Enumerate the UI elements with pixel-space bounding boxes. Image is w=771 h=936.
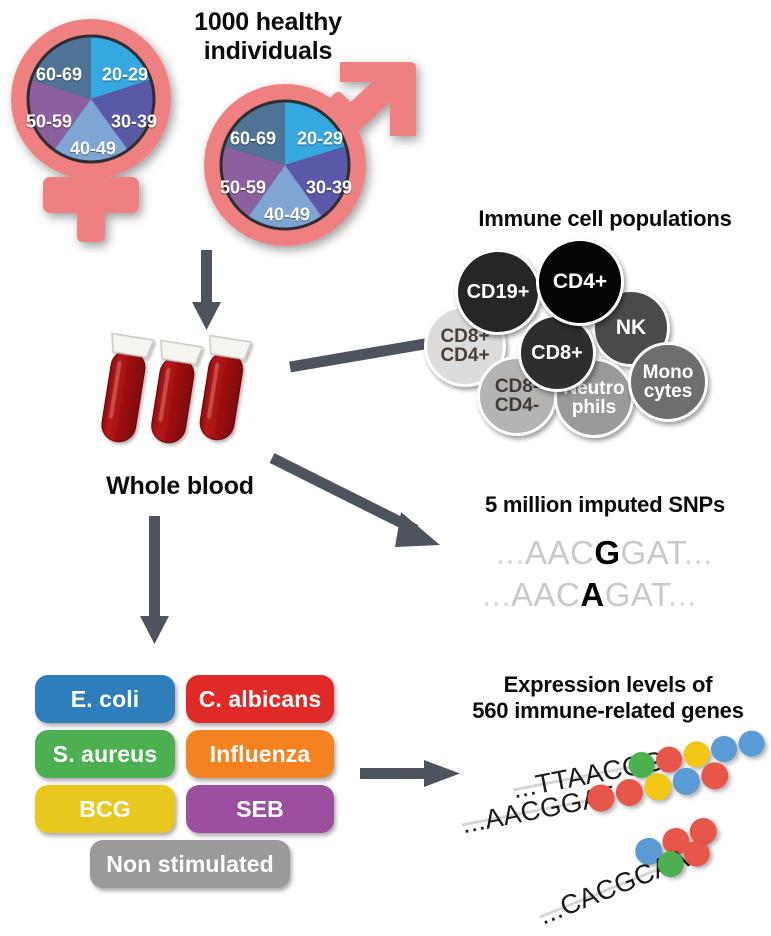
stimulus-non-stimulated[interactable]: Non stimulated (90, 840, 290, 888)
stimulus-s-aureus[interactable]: S. aureus (35, 730, 175, 778)
bubble-label: CD19+ (466, 280, 530, 303)
snp-suffix: ... (667, 576, 697, 613)
dna-bead (613, 776, 646, 809)
cohort-title: 1000 healthy individuals (194, 8, 342, 65)
stimulus-label: SEB (236, 795, 284, 822)
stimulus-influenza[interactable]: Influenza (186, 730, 334, 778)
blood-tubes (95, 330, 275, 455)
bubble-label: Mono cytes (642, 361, 694, 402)
stimulus-seb[interactable]: SEB (186, 785, 334, 833)
immune-bubble-cd4p[interactable]: CD4+ (536, 238, 624, 326)
snp-pre: AAC (511, 576, 581, 613)
dna-bead (670, 765, 703, 798)
male-symbol: 20-29 30-39 40-49 50-59 60-69 (198, 60, 423, 255)
snp-title: 5 million imputed SNPs (484, 492, 726, 517)
blood-tubes-svg (101, 332, 253, 444)
arrow-blood-to-snp (269, 453, 440, 547)
immune-bubble-nk[interactable]: NK (592, 289, 670, 367)
immune-bubble-neutrophils[interactable]: Neutro phils (554, 358, 634, 438)
snp-sequence-row-2: ...AACAGAT... (482, 576, 697, 614)
arrow-stimuli-to-expression (360, 760, 460, 787)
arrow-blood-to-stimuli (140, 516, 169, 644)
stimulus-label: Influenza (209, 740, 311, 767)
stimulus-label: S. aureus (52, 740, 158, 767)
bubble-label: CD4+ (552, 270, 608, 294)
snp-variant: G (594, 534, 621, 571)
snp-prefix: ... (482, 576, 512, 613)
snp-pre: AAC (525, 534, 595, 571)
stimulus-bcg[interactable]: BCG (35, 785, 175, 833)
arrow-cohort-to-blood (192, 250, 221, 330)
bubble-label: CD8- CD4- (494, 375, 540, 416)
snp-prefix: ... (496, 534, 526, 571)
snp-suffix: ... (683, 534, 713, 571)
immune-bubble-cd8m-cd4m[interactable]: CD8- CD4- (477, 356, 557, 436)
snp-sequence-row-1: ...AACGGAT... (496, 534, 713, 572)
snp-post: GAT (620, 534, 684, 571)
bubble-label: CD8+ (531, 341, 583, 364)
male-glyph-svg (204, 62, 416, 246)
immune-populations-title: Immune cell populations (478, 206, 732, 231)
dna-bead (642, 771, 674, 803)
snp-variant: A (580, 576, 605, 613)
female-age-pie (28, 37, 154, 162)
female-symbol: 20-29 30-39 40-49 50-59 60-69 (6, 14, 221, 244)
stimulus-label: Non stimulated (106, 850, 274, 877)
snp-post: GAT (604, 576, 668, 613)
stimulus-label: BCG (79, 795, 131, 822)
stimulus-e-coli[interactable]: E. coli (35, 675, 175, 723)
bubble-label: Neutro phils (563, 377, 625, 418)
expression-title: Expression levels of 560 immune-related … (472, 672, 744, 723)
immune-bubble-monocytes[interactable]: Mono cytes (628, 342, 708, 422)
dna-bead (698, 760, 731, 792)
male-age-pie (221, 102, 349, 230)
whole-blood-label: Whole blood (106, 472, 254, 500)
stimulus-label: C. albicans (198, 685, 322, 712)
stimulus-label: E. coli (70, 685, 140, 712)
arrow-blood-to-immune (289, 326, 466, 373)
female-glyph-svg (11, 19, 171, 242)
bubble-label: NK (615, 316, 647, 340)
immune-bubble-cd8p[interactable]: CD8+ (518, 314, 596, 392)
stimulus-c-albicans[interactable]: C. albicans (186, 675, 334, 723)
